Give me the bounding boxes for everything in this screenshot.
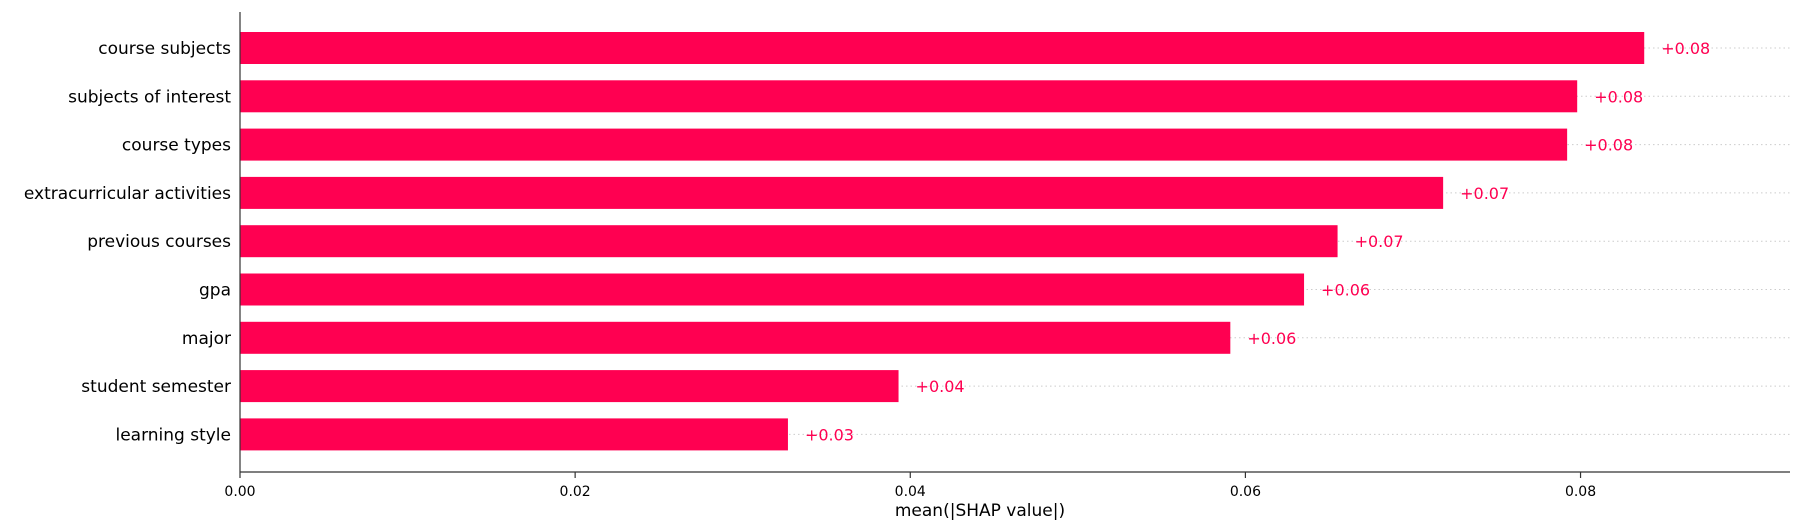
bar [240,273,1305,306]
category-label: gpa [199,281,231,301]
bars-group [240,32,1645,451]
data-label: +0.06 [1247,329,1296,348]
bar [240,225,1338,258]
category-label: course subjects [98,39,231,59]
category-label: extracurricular activities [24,184,231,204]
data-label: +0.08 [1661,39,1710,58]
category-label: subjects of interest [68,87,231,107]
category-label: previous courses [87,232,231,252]
category-label: major [182,329,231,349]
category-labels: course subjects subjects of interest cours… [24,39,231,445]
bar [240,418,788,451]
data-labels: +0.08 +0.08 +0.08 +0.07 +0.07 +0.06 +0.06 +0.04… [805,39,1710,444]
x-axis-title: mean(|SHAP value|) [895,501,1065,521]
bar [240,321,1231,354]
x-axis-ticks: 0.00 0.02 0.04 0.06 0.08 [224,472,1596,500]
data-label: +0.04 [916,377,965,396]
bar [240,128,1568,161]
data-label: +0.06 [1321,281,1370,300]
data-label: +0.08 [1584,136,1633,155]
data-label: +0.08 [1594,87,1643,106]
x-tick-label: 0.06 [1230,484,1261,500]
x-tick-label: 0.04 [895,484,926,500]
x-tick-label: 0.08 [1565,484,1596,500]
category-label: student semester [81,377,231,397]
bar [240,176,1444,209]
bar [240,80,1578,113]
x-tick-label: 0.02 [560,484,591,500]
bar [240,32,1645,64]
bar [240,370,899,403]
category-label: course types [122,136,231,156]
x-tick-label: 0.00 [224,484,255,500]
data-label: +0.07 [1355,232,1404,251]
category-label: learning style [115,425,231,445]
data-label: +0.03 [805,425,854,444]
data-label: +0.07 [1460,184,1509,203]
